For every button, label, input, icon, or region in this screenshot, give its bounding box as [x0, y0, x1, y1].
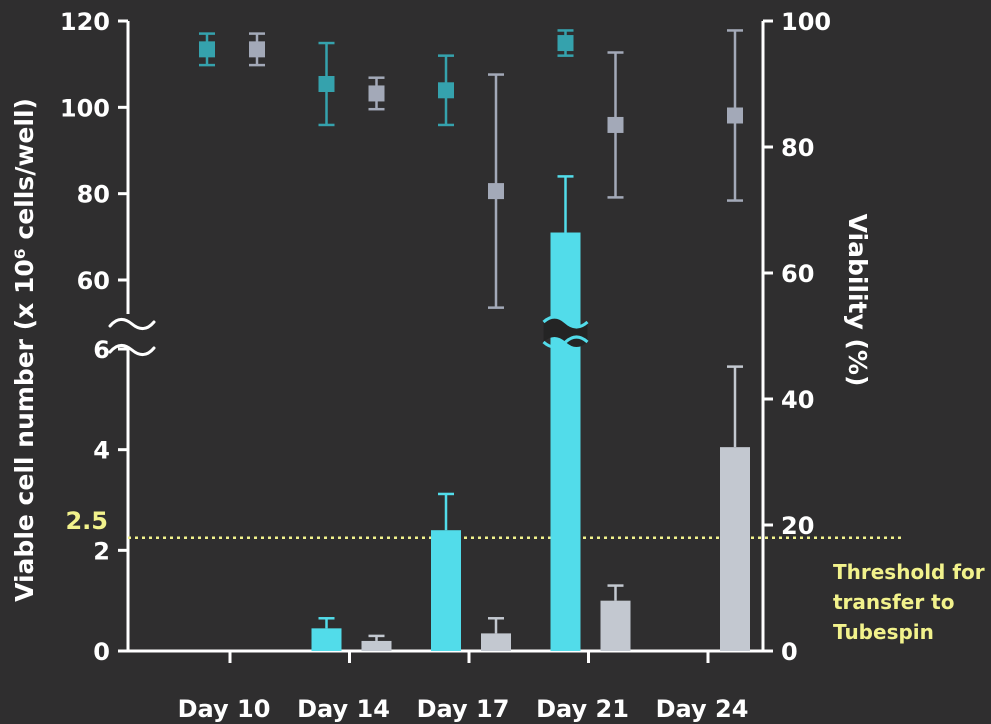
threshold-annotation-line: transfer to: [833, 590, 954, 614]
viability-points: [199, 29, 743, 309]
left-axis-tick-label: 120: [60, 8, 110, 36]
viability-point: [607, 116, 624, 133]
axis-break-mark: [108, 344, 156, 356]
right-axis-tick-label: 40: [781, 386, 814, 414]
bar: [481, 633, 511, 651]
bar: [311, 628, 342, 651]
axes: 0 2 4 6 60 80 100 120 0 20 40 60 80 100 Day 10 Day 14 Da…: [60, 8, 905, 723]
right-axis-tick-label: 20: [781, 512, 814, 540]
bar: [550, 232, 581, 651]
viability-point: [199, 41, 215, 58]
left-axis-tick-label: 80: [77, 181, 110, 209]
right-axis-title: Viability (%): [843, 214, 872, 387]
threshold-value-label: 2.5: [65, 507, 108, 535]
left-axis-tick-label: 6: [93, 336, 110, 364]
threshold-annotation-line: Tubespin: [833, 620, 934, 644]
right-axis-tick-label: 80: [781, 134, 814, 162]
bar: [431, 530, 461, 651]
x-axis-tick-label: Day 21: [536, 695, 629, 723]
axis-break-mark: [108, 318, 156, 330]
bar: [720, 447, 750, 651]
viability-point: [438, 82, 454, 99]
viability-point: [557, 35, 574, 52]
bar-break-edge: [542, 335, 589, 349]
right-axis-tick-label: 100: [781, 8, 831, 36]
viability-point: [318, 76, 335, 92]
left-axis-tick-label: 0: [93, 638, 110, 666]
left-axis-tick-label: 4: [93, 437, 110, 465]
x-axis-tick-label: Day 10: [178, 695, 271, 723]
bar: [600, 600, 631, 651]
right-axis-tick-label: 0: [781, 638, 798, 666]
x-axis-tick-label: Day 17: [417, 695, 510, 723]
left-axis-tick-label: 60: [77, 267, 110, 295]
viability-point: [368, 85, 385, 102]
bar-break-edge: [542, 315, 589, 329]
viability-point: [249, 41, 265, 58]
bar: [361, 640, 392, 651]
x-axis-tick-label: Day 14: [297, 695, 390, 723]
threshold-annotation-line: Threshold for: [833, 560, 985, 584]
left-axis-title: Viable cell number (x 10⁶ cells/well): [10, 98, 39, 602]
x-axis-tick-label: Day 24: [656, 695, 749, 723]
labels: Threshold for transfer to Tubespin Viable c…: [10, 98, 985, 644]
bars: [311, 175, 750, 651]
left-axis-tick-label: 100: [60, 94, 110, 122]
bar-break-mark: [543, 317, 588, 347]
viability-point: [727, 107, 743, 124]
viability-point: [488, 183, 504, 200]
right-axis-tick-label: 60: [781, 260, 814, 288]
left-axis-tick-label: 2: [93, 537, 110, 565]
